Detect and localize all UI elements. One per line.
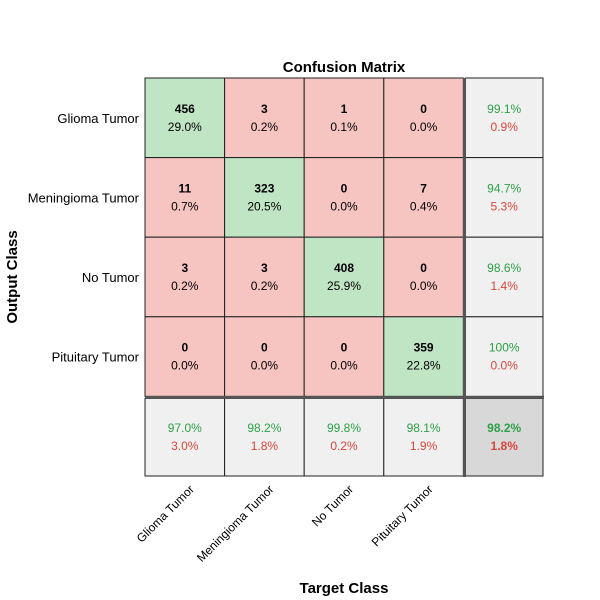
cell-percent: 0.2% [251, 279, 279, 293]
col-summary-wrong: 1.9% [410, 439, 438, 453]
col-summary-correct: 99.8% [327, 421, 361, 435]
row-tick-label: No Tumor [82, 270, 140, 285]
cell-count: 3 [181, 261, 188, 275]
row-summary-cell [464, 316, 544, 397]
cell-percent: 0.0% [330, 199, 358, 213]
matrix-cell [303, 236, 385, 318]
col-summary-wrong: 3.0% [171, 439, 199, 453]
row-summary-correct: 100% [489, 341, 520, 355]
col-summary-wrong: 0.2% [330, 439, 358, 453]
cell-percent: 0.0% [410, 279, 438, 293]
cell-percent: 0.0% [330, 359, 358, 373]
matrix-cell [144, 157, 226, 238]
row-summary-cell [464, 236, 544, 318]
y-axis-label: Output Class [4, 230, 21, 323]
cell-percent: 0.1% [330, 120, 358, 134]
cell-percent: 0.7% [171, 199, 199, 213]
cell-count: 3 [261, 102, 268, 116]
col-summary-wrong: 1.8% [251, 439, 279, 453]
cell-percent: 0.0% [251, 359, 279, 373]
col-summary-correct: 98.2% [247, 421, 281, 435]
matrix-cell [224, 236, 305, 318]
matrix-cell [224, 157, 305, 238]
cell-percent: 25.9% [327, 279, 361, 293]
col-summary-cell [144, 397, 226, 477]
row-tick-label: Glioma Tumor [57, 111, 139, 126]
row-summary-correct: 99.1% [487, 102, 521, 116]
col-tick-label: Glioma Tumor [134, 482, 197, 545]
col-summary-cell [303, 397, 385, 477]
matrix-cell [144, 77, 226, 159]
row-tick-label: Pituitary Tumor [52, 350, 140, 365]
col-tick-label: No Tumor [309, 482, 356, 529]
col-summary-cell [224, 397, 305, 477]
matrix-cell [303, 316, 385, 397]
matrix-cell [144, 316, 226, 397]
col-summary-cell [383, 397, 464, 477]
cell-count: 7 [420, 181, 427, 195]
cell-count: 359 [414, 341, 434, 355]
col-tick-label: Meningioma Tumor [194, 482, 277, 565]
cell-count: 1 [341, 102, 348, 116]
row-summary-wrong: 0.9% [491, 120, 519, 134]
cell-count: 0 [341, 181, 348, 195]
cell-percent: 0.0% [171, 359, 199, 373]
matrix-cell [224, 316, 305, 397]
overall-cell [464, 397, 544, 477]
chart-title: Confusion Matrix [283, 59, 406, 76]
col-summary-correct: 98.1% [407, 421, 441, 435]
matrix-cell [383, 316, 464, 397]
cell-count: 0 [420, 261, 427, 275]
row-summary-correct: 94.7% [487, 181, 521, 195]
cell-percent: 0.4% [410, 199, 438, 213]
cell-percent: 29.0% [168, 120, 202, 134]
cell-percent: 0.0% [410, 120, 438, 134]
matrix-cell [303, 157, 385, 238]
cell-count: 0 [420, 102, 427, 116]
matrix-cell [144, 236, 226, 318]
cell-percent: 0.2% [171, 279, 199, 293]
cell-count: 456 [175, 102, 195, 116]
matrix-cell [383, 77, 464, 159]
row-summary-wrong: 0.0% [491, 359, 519, 373]
matrix-cells: 456 29.0% 3 0.2% 1 0.1% 0 0.0% 11 0.7% 323 20.5% 0 0.… [144, 77, 544, 477]
cell-count: 408 [334, 261, 354, 275]
cell-count: 11 [178, 181, 191, 195]
cell-count: 323 [254, 181, 274, 195]
row-summary-cell [464, 157, 544, 238]
row-summary-correct: 98.6% [487, 261, 521, 275]
row-summary-cell [464, 77, 544, 159]
cell-percent: 20.5% [247, 199, 281, 213]
cell-percent: 22.8% [407, 359, 441, 373]
overall-correct: 98.2% [487, 421, 521, 435]
x-axis-label: Target Class [300, 580, 389, 597]
cell-count: 0 [181, 341, 188, 355]
matrix-cell [383, 157, 464, 238]
row-summary-wrong: 1.4% [491, 279, 519, 293]
row-tick-label: Meningioma Tumor [28, 190, 140, 205]
col-tick-label: Pituitary Tumor [369, 482, 436, 549]
cell-count: 3 [261, 261, 268, 275]
matrix-cell [224, 77, 305, 159]
row-summary-wrong: 5.3% [491, 199, 519, 213]
matrix-cell [383, 236, 464, 318]
col-summary-correct: 97.0% [168, 421, 202, 435]
matrix-cell [303, 77, 385, 159]
overall-wrong: 1.8% [491, 439, 519, 453]
cell-percent: 0.2% [251, 120, 279, 134]
cell-count: 0 [261, 341, 268, 355]
cell-count: 0 [341, 341, 348, 355]
